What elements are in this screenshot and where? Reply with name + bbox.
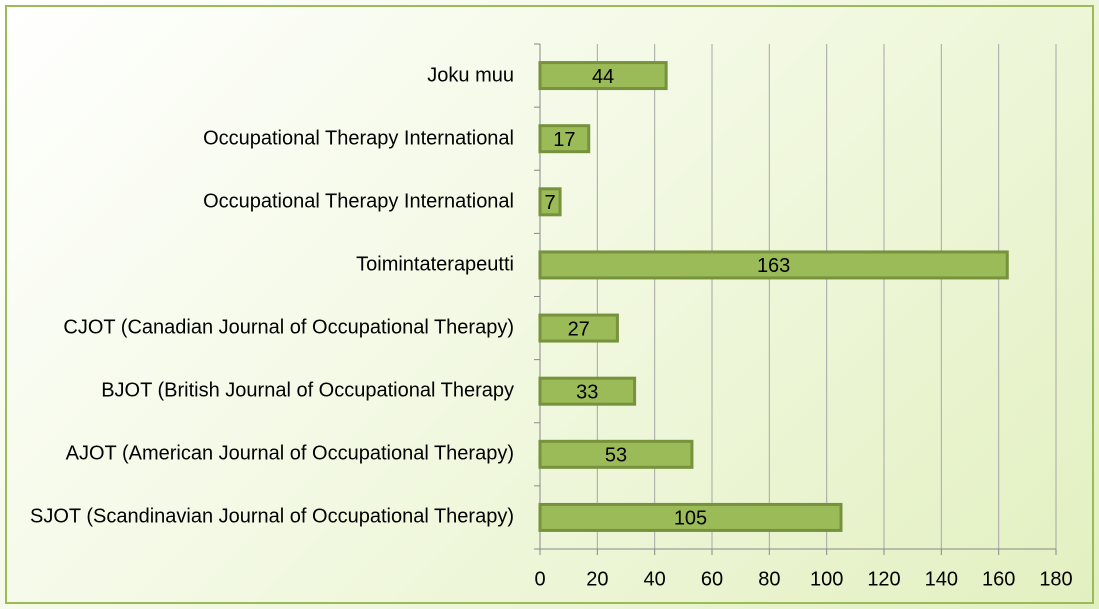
value-label: 27 bbox=[568, 318, 590, 340]
value-label: 17 bbox=[553, 129, 575, 151]
y-tick-label-text: Occupational Therapy International bbox=[203, 127, 514, 150]
value-label: 53 bbox=[605, 445, 627, 467]
x-tick-label: 120 bbox=[867, 568, 900, 590]
bar bbox=[538, 376, 637, 406]
y-tick-label: Joku muu bbox=[14, 64, 514, 87]
bar bbox=[538, 187, 562, 217]
bar bbox=[538, 439, 694, 469]
y-tick-label-text: CJOT (Canadian Journal of Occupational T… bbox=[63, 316, 514, 339]
y-tick-label: BJOT (British Journal of Occupational Th… bbox=[14, 380, 514, 403]
x-tick-label: 20 bbox=[586, 568, 608, 590]
y-tick-label-text: SJOT (Scandinavian Journal of Occupation… bbox=[30, 505, 514, 528]
y-tick-label-text: AJOT (American Journal of Occupational T… bbox=[65, 442, 514, 465]
y-tick-label: Occupational Therapy International bbox=[14, 190, 514, 213]
x-tick-label: 180 bbox=[1039, 568, 1072, 590]
x-tick-label: 0 bbox=[534, 568, 545, 590]
chart-border bbox=[5, 5, 1094, 604]
y-tick-label: AJOT (American Journal of Occupational T… bbox=[14, 443, 514, 466]
bar bbox=[538, 502, 843, 532]
x-tick-label: 100 bbox=[810, 568, 843, 590]
y-tick-label-text: BJOT (British Journal of Occupational Th… bbox=[101, 379, 514, 402]
value-label: 105 bbox=[674, 508, 707, 530]
y-tick-label: Occupational Therapy International bbox=[14, 127, 514, 150]
y-tick-label-text: Toimintaterapeutti bbox=[356, 253, 514, 276]
x-tick-label: 140 bbox=[925, 568, 958, 590]
x-tick-label: 40 bbox=[644, 568, 666, 590]
value-label: 33 bbox=[576, 381, 598, 403]
y-tick-label-text: Joku muu bbox=[427, 64, 514, 87]
bar bbox=[538, 250, 1009, 280]
x-tick-label: 160 bbox=[982, 568, 1015, 590]
x-tick-label: 60 bbox=[701, 568, 723, 590]
bar bbox=[538, 61, 668, 91]
y-tick-label-text: Occupational Therapy International bbox=[203, 190, 514, 213]
x-tick-label: 80 bbox=[758, 568, 780, 590]
value-label: 44 bbox=[592, 66, 614, 88]
value-label: 163 bbox=[757, 255, 790, 277]
value-label: 7 bbox=[544, 192, 555, 214]
y-tick-label: CJOT (Canadian Journal of Occupational T… bbox=[14, 317, 514, 340]
y-tick-label: SJOT (Scandinavian Journal of Occupation… bbox=[14, 506, 514, 529]
bar bbox=[538, 313, 619, 343]
y-tick-label: Toimintaterapeutti bbox=[14, 253, 514, 276]
bar bbox=[538, 124, 591, 154]
